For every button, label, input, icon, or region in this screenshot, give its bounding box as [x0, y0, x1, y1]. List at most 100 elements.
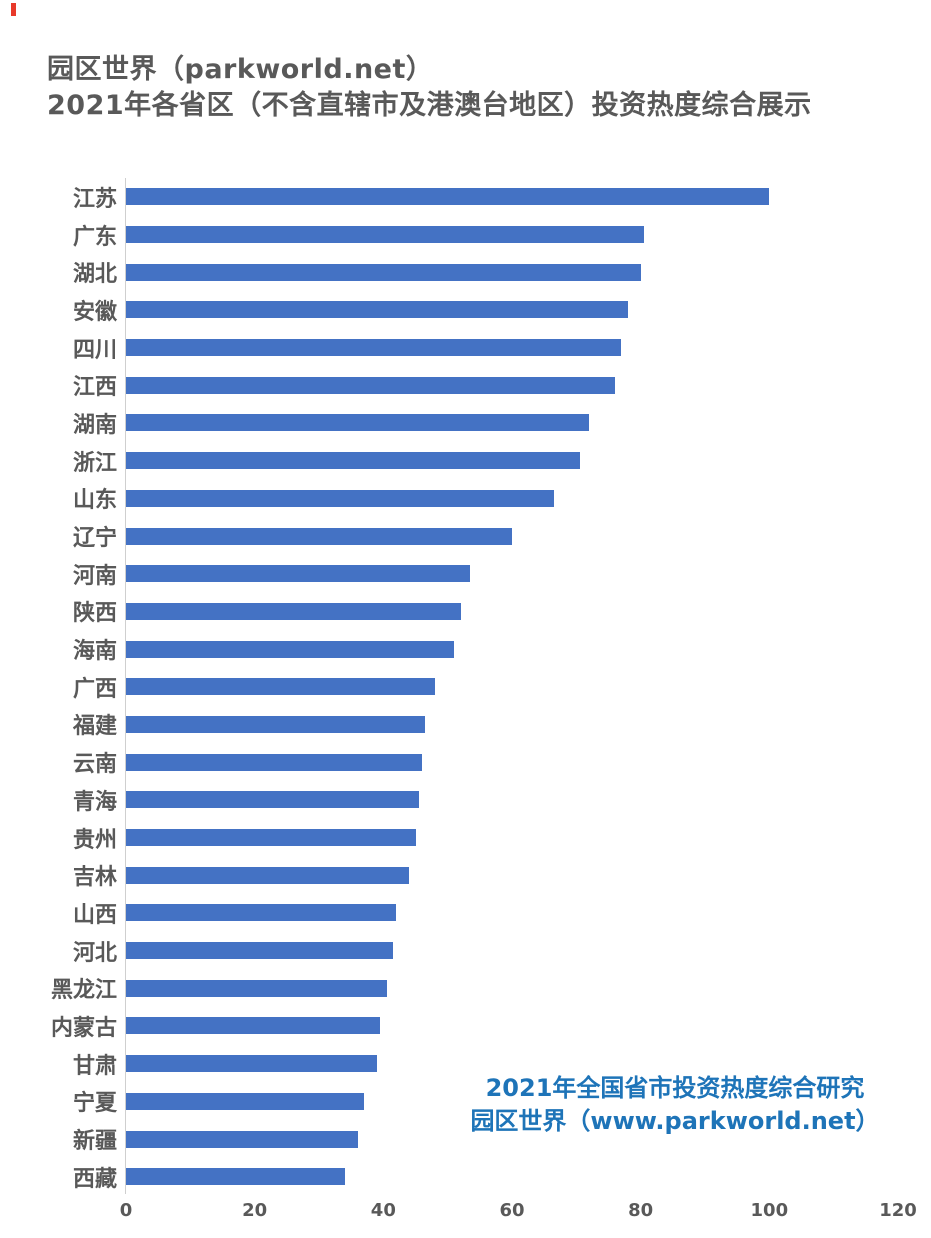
bar-row: 贵州	[8, 819, 898, 857]
bar	[126, 263, 641, 281]
bar-row: 江苏	[8, 178, 898, 216]
bar-track	[126, 942, 898, 960]
bar-row: 四川	[8, 329, 898, 367]
bar	[126, 1017, 381, 1035]
bar	[126, 301, 628, 319]
bar	[126, 376, 615, 394]
x-tick-label: 20	[242, 1200, 268, 1221]
category-label: 陕西	[72, 601, 117, 627]
bar-row: 浙江	[8, 442, 898, 480]
bar-row: 青海	[8, 781, 898, 819]
bar-row: 新疆	[8, 1120, 898, 1158]
category-label: 贵州	[72, 827, 117, 853]
category-label: 广西	[72, 676, 117, 702]
bar	[126, 1168, 345, 1186]
bar-row: 西藏	[8, 1158, 898, 1196]
bar-row: 湖南	[8, 404, 898, 442]
category-label: 辽宁	[72, 526, 117, 552]
category-label: 河北	[72, 940, 117, 966]
bar-track	[126, 263, 898, 281]
bar-track	[126, 602, 898, 620]
bar-row: 辽宁	[8, 517, 898, 555]
x-tick-label: 40	[370, 1200, 396, 1221]
bar-row: 海南	[8, 630, 898, 668]
bar	[126, 226, 644, 244]
bar	[126, 1130, 358, 1148]
bar-track	[126, 452, 898, 470]
bar-track	[126, 678, 898, 696]
category-label: 云南	[72, 752, 117, 778]
bar	[126, 640, 455, 658]
bar	[126, 678, 435, 696]
page-title: 园区世界（parkworld.net） 2021年各省区（不含直辖市及港澳台地区…	[47, 52, 812, 124]
bar	[126, 715, 426, 733]
category-label: 内蒙古	[50, 1015, 117, 1041]
bar-track	[126, 339, 898, 357]
bar-track	[126, 640, 898, 658]
bar-track	[126, 979, 898, 997]
bar-row: 黑龙江	[8, 969, 898, 1007]
bar-track	[126, 1092, 898, 1110]
category-label: 湖南	[72, 412, 117, 438]
bar-row: 吉林	[8, 856, 898, 894]
bar	[126, 602, 461, 620]
bar-row: 宁夏	[8, 1083, 898, 1121]
category-label: 新疆	[72, 1129, 117, 1155]
bar-row: 广西	[8, 668, 898, 706]
category-label: 甘肃	[72, 1053, 117, 1079]
watermark-line2: 园区世界（www.parkworld.net）	[470, 1107, 880, 1135]
bar-row: 广东	[8, 216, 898, 254]
category-label: 黑龙江	[50, 978, 117, 1004]
bar	[126, 1092, 365, 1110]
category-label: 海南	[72, 639, 117, 665]
x-axis: 0 20 40 60 80 100 120	[120, 1200, 917, 1226]
bar-row: 陕西	[8, 593, 898, 631]
category-label: 宁夏	[72, 1091, 117, 1117]
bar-row: 山东	[8, 480, 898, 518]
bar	[126, 565, 471, 583]
bar-chart: 江苏 广东 湖北 安徽 四川 江西 湖南 浙江 山东 辽宁 河南 陕西 海南 广西 福建 云南 青海 贵州 吉林 山西…	[8, 178, 917, 1221]
category-label: 江苏	[72, 186, 117, 212]
x-tick-label: 100	[750, 1200, 789, 1221]
bar	[126, 339, 622, 357]
bar-rows: 江苏 广东 湖北 安徽 四川 江西 湖南 浙江 山东 辽宁 河南 陕西 海南 广西 福建 云南 青海 贵州 吉林 山西…	[8, 178, 898, 1196]
bar	[126, 866, 410, 884]
bar-track	[126, 904, 898, 922]
category-label: 山东	[72, 488, 117, 514]
category-label: 四川	[72, 337, 117, 363]
bar-row: 山西	[8, 894, 898, 932]
bar-track	[126, 489, 898, 507]
watermark-line1: 2021年全国省市投资热度综合研究	[485, 1074, 865, 1102]
bar	[126, 414, 590, 432]
bar	[126, 979, 387, 997]
x-tick-label: 60	[499, 1200, 525, 1221]
category-label: 湖北	[72, 262, 117, 288]
category-label: 浙江	[72, 450, 117, 476]
bar-track	[126, 829, 898, 847]
category-label: 西藏	[72, 1166, 117, 1192]
x-tick-label: 0	[119, 1200, 133, 1221]
bar-track	[126, 376, 898, 394]
category-label: 河南	[72, 563, 117, 589]
bar-row: 湖北	[8, 253, 898, 291]
bar-track	[126, 1055, 898, 1073]
x-tick-label: 80	[628, 1200, 654, 1221]
bar	[126, 188, 770, 206]
bar	[126, 1055, 377, 1073]
bar-row: 安徽	[8, 291, 898, 329]
bar-track	[126, 565, 898, 583]
bar-track	[126, 226, 898, 244]
category-label: 广东	[72, 224, 117, 250]
bar-row: 河南	[8, 555, 898, 593]
category-label: 福建	[72, 714, 117, 740]
bar-row: 甘肃	[8, 1045, 898, 1083]
category-label: 吉林	[72, 865, 117, 891]
bar-track	[126, 866, 898, 884]
page-title-line1: 园区世界（parkworld.net）	[47, 54, 434, 85]
bar	[126, 753, 422, 771]
category-label: 安徽	[72, 299, 117, 325]
bar-track	[126, 301, 898, 319]
bar	[126, 527, 512, 545]
page-title-line2: 2021年各省区（不含直辖市及港澳台地区）投资热度综合展示	[47, 90, 812, 121]
bar-track	[126, 527, 898, 545]
